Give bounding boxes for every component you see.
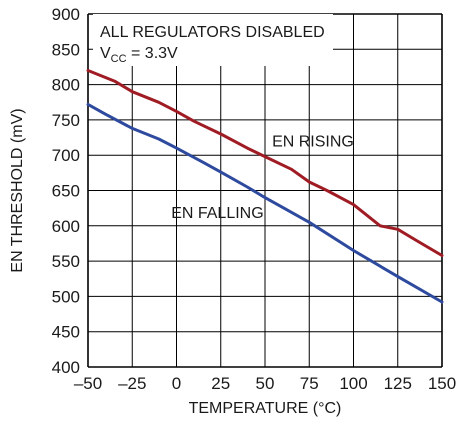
y-tick-label: 900 [52,5,80,24]
y-tick-label: 550 [52,252,80,271]
condition-note-value: = 3.3V [127,45,178,62]
condition-note-sub: CC [111,53,127,65]
y-tick-label: 450 [52,323,80,342]
x-axis-title: TEMPERATURE (°C) [189,400,342,417]
series-label-en-rising: EN RISING [272,134,354,151]
series-layer [86,69,444,304]
tick-layer: –50 –25 0 25 50 75 100 125 150 400 450 500 550 600 650… [52,5,457,393]
series-line-en-rising [86,69,444,257]
y-tick-label: 750 [52,111,80,130]
series-line-en-falling [86,102,444,304]
grid-layer [87,13,443,368]
y-tick-label: 500 [52,287,80,306]
condition-note-v: V [100,45,111,62]
x-tick-label: 50 [256,374,275,393]
y-tick-label: 400 [52,358,80,377]
y-tick-label: 600 [52,217,80,236]
condition-note-line2: VCC = 3.3V [100,45,178,65]
x-tick-label: 125 [384,374,412,393]
x-tick-label: 25 [211,374,230,393]
series-label-en-falling: EN FALLING [171,205,263,222]
series-label-layer: EN RISING EN FALLING [171,134,354,222]
annotation-layer: ALL REGULATORS DISABLED VCC = 3.3V [93,14,333,66]
condition-note-line1: ALL REGULATORS DISABLED [100,24,325,41]
x-tick-label: 100 [339,374,367,393]
y-tick-label: 800 [52,76,80,95]
x-tick-label: –25 [118,374,146,393]
y-tick-label: 650 [52,182,80,201]
x-tick-label: –50 [74,374,102,393]
y-axis-title: EN THRESHOLD (mV) [9,108,26,272]
x-tick-label: 0 [172,374,181,393]
x-tick-label: 150 [428,374,456,393]
x-tick-label: 75 [300,374,319,393]
y-tick-label: 700 [52,146,80,165]
condition-note-box [93,14,333,66]
y-tick-label: 850 [52,40,80,59]
